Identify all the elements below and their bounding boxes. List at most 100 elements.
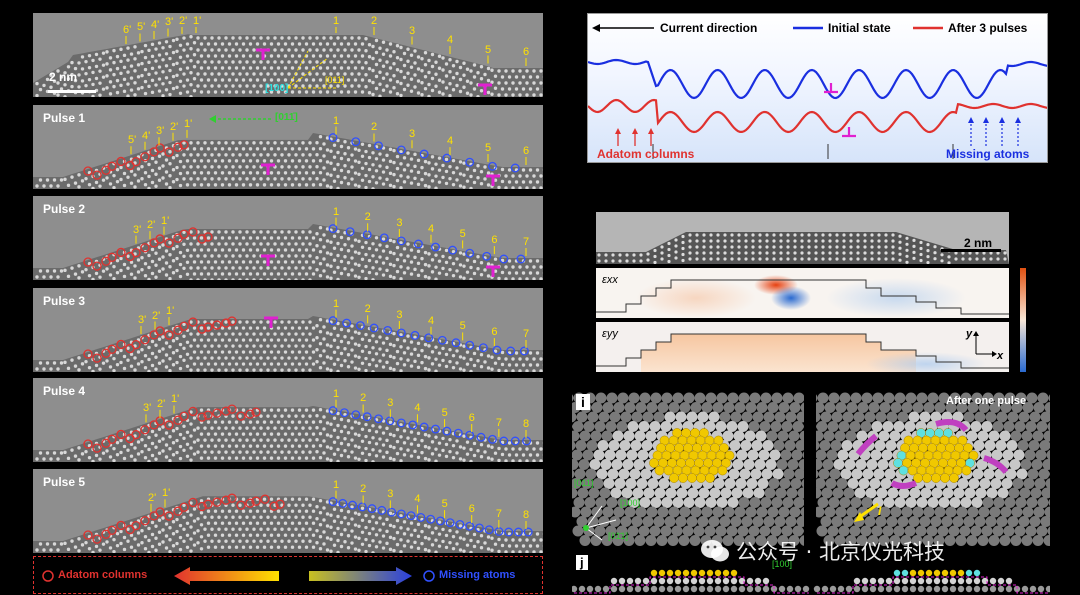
step-label: 6 [491, 326, 498, 339]
initial-state-series [588, 58, 1047, 100]
step-label: 2' [179, 15, 188, 27]
step-label: 2 [364, 303, 371, 316]
step-label: 2 [360, 483, 367, 496]
panel-j: j [100] [572, 551, 1050, 595]
legend-box: Adatom columns Missing atoms [33, 556, 543, 594]
step-label: 2 [371, 121, 378, 134]
step-label: 3 [409, 24, 416, 37]
step-label: 3 [409, 128, 416, 141]
step-label: 1 [333, 114, 340, 127]
step-label: 8 [523, 418, 530, 430]
strain-stem-image: 2 nm [596, 212, 1009, 264]
step-label: 1' [193, 15, 202, 27]
step-label: 4 [414, 493, 421, 506]
step-label: 5 [459, 228, 466, 241]
step-label: 3' [138, 314, 147, 326]
step-label: 4 [447, 135, 454, 148]
step-label: 1 [333, 478, 340, 491]
panel-i-right: After one pulse I [816, 388, 1050, 548]
right-gradient-arrow [309, 567, 412, 585]
exx-label: εxx [602, 274, 618, 286]
scale-bar-label: 2 nm [49, 70, 78, 84]
step-label: 3' [165, 16, 174, 29]
stem-panel-5: 2' 1' 1 2 3 4 5 6 7 8 Pulse 5 [33, 469, 543, 553]
missing-atoms-label: Missing atoms [946, 147, 1030, 161]
adatom-columns-label: Adatom columns [597, 147, 695, 161]
missing-legend-circle [423, 570, 435, 582]
step-label: 7 [523, 236, 530, 248]
watermark-text: 公众号 · 北京仪光科技 [736, 540, 946, 564]
step-label: 6 [468, 412, 475, 425]
dir-100: [100] [620, 498, 641, 508]
left-gradient-arrow [174, 567, 279, 585]
axis-y-label: y [966, 328, 973, 340]
step-label: 5 [441, 498, 448, 511]
panel-label: Pulse 3 [43, 294, 86, 308]
adatom-circles [83, 140, 189, 180]
after-pulses-series [588, 98, 1047, 134]
legend-adatom-text: Adatom columns [58, 569, 148, 581]
step-label: 2 [364, 211, 371, 224]
step-label: 5 [459, 320, 466, 333]
step-label: 2' [147, 219, 156, 232]
dir-0m11: [01̄1] [608, 531, 629, 541]
profile-panel: Current direction Initial state After 3 … [587, 13, 1048, 163]
panel-label: Pulse 4 [43, 384, 86, 398]
step-label: 2' [148, 491, 157, 504]
step-label: 4' [151, 18, 160, 31]
step-label: 2 [371, 15, 378, 27]
step-label: 1 [333, 205, 340, 218]
step-label: 2' [170, 120, 179, 133]
step-label: 5' [137, 21, 146, 34]
step-label: 3' [143, 402, 152, 415]
legend-missing-text: Missing atoms [439, 569, 516, 581]
step-label: 3' [156, 125, 165, 138]
step-label: 1 [333, 15, 340, 27]
missing-atom-circles [328, 497, 533, 537]
stem-panel-4: 3' 2' 1' 1 2 3 4 5 6 7 8 Pulse 4 [33, 378, 543, 462]
dir-011: [011] [574, 478, 594, 488]
strain-map-exx: εxx [596, 268, 1009, 318]
step-label: 2' [157, 397, 166, 410]
step-label: 7 [523, 328, 530, 340]
step-label: 6 [523, 46, 530, 58]
stem-panel-1: 5' 4' 3' 2' 1' 1 2 3 4 5 6 Pulse 1 [011̄] [33, 105, 543, 189]
adatom-legend-circle [42, 570, 54, 582]
step-label: 6 [468, 503, 475, 516]
step-label: 6 [523, 145, 530, 157]
step-label: 1 [333, 387, 340, 400]
after-one-pulse-label: After one pulse [946, 395, 1027, 407]
step-label: 1 [333, 297, 340, 310]
initial-state-label: Initial state [828, 21, 891, 35]
step-label: 7 [495, 416, 502, 429]
stem-panel-3: 3' 2' 1' 1 2 3 4 5 6 7 Pulse 3 [33, 288, 543, 372]
step-label: 5' [128, 134, 137, 147]
missing-atom-circles [328, 133, 520, 173]
step-label: 5 [441, 407, 448, 420]
current-i-label: I [878, 504, 882, 518]
step-label: 1' [161, 214, 170, 227]
step-label: 2' [152, 309, 161, 322]
missing-atom-circles [328, 406, 532, 446]
step-label: 3 [396, 309, 403, 321]
step-label: 5 [485, 141, 492, 154]
panel-j-dir: [100] [772, 559, 793, 569]
after-pulses-label: After 3 pulses [948, 21, 1028, 35]
panel-label: Pulse 2 [43, 202, 86, 216]
step-label: 7 [495, 507, 502, 520]
step-label: 4 [428, 314, 435, 327]
step-label: 4 [447, 34, 454, 46]
scale-bar [941, 249, 1001, 252]
missing-atom-circles [328, 224, 526, 264]
step-label: 2 [360, 392, 367, 405]
panel-j-label: j [576, 555, 588, 570]
dir-label: [011̄] [275, 112, 298, 123]
dir-label-011: [011] [325, 75, 345, 85]
step-label: 3 [387, 397, 394, 410]
eyy-label: εyy [602, 328, 618, 340]
scale-bar-label: 2 nm [964, 236, 993, 250]
step-label: 4 [414, 402, 421, 415]
current-arrow-head [592, 24, 600, 32]
panel-label: Pulse 1 [43, 111, 86, 125]
current-direction-label: Current direction [660, 21, 758, 35]
